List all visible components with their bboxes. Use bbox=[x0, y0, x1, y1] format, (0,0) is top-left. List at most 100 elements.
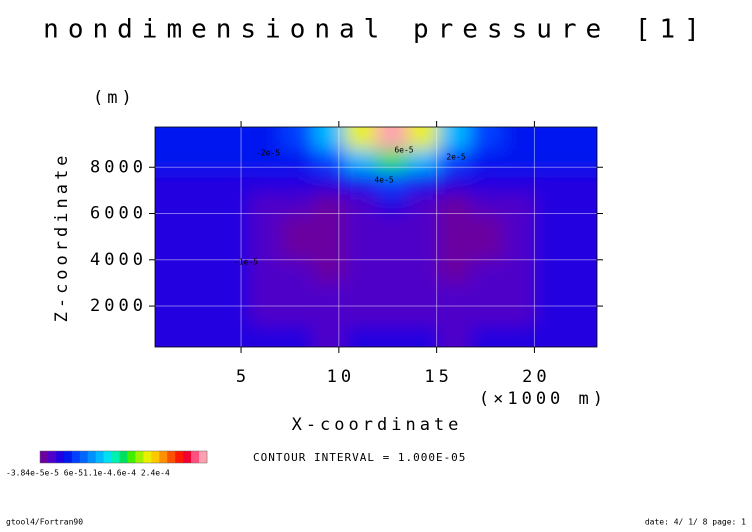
field-cell bbox=[407, 325, 440, 347]
field-cell bbox=[438, 193, 471, 216]
contour-interval: CONTOUR INTERVAL = 1.000E-05 bbox=[253, 451, 466, 464]
colorbar-swatch bbox=[143, 451, 152, 463]
field-cell bbox=[313, 193, 346, 216]
plot-frame bbox=[154, 126, 598, 348]
field-cell bbox=[344, 127, 377, 150]
contour-label: 6e-5 bbox=[394, 146, 413, 155]
field-cell bbox=[344, 171, 377, 194]
field-cell bbox=[155, 303, 188, 326]
field-cell bbox=[376, 237, 408, 260]
field-cell bbox=[565, 127, 597, 150]
x-tick-label: 10 bbox=[327, 367, 355, 387]
field-cell bbox=[502, 193, 535, 216]
field-cell bbox=[407, 149, 440, 172]
field-cell bbox=[438, 127, 471, 150]
y-axis-label: Z-coordinate bbox=[52, 152, 72, 323]
field-cell bbox=[469, 303, 503, 326]
footer-left: gtool4/Fortran90 bbox=[6, 518, 83, 527]
field-cell bbox=[313, 149, 346, 172]
field-cell bbox=[534, 193, 567, 216]
field-cell bbox=[186, 259, 219, 282]
field-cell bbox=[407, 127, 440, 150]
field-cell bbox=[407, 281, 440, 304]
field-cell bbox=[281, 193, 314, 216]
field-cell bbox=[218, 149, 251, 172]
field-cell bbox=[565, 325, 597, 347]
field-cell bbox=[344, 281, 377, 304]
contour-label: 4e-5 bbox=[374, 176, 393, 185]
field-cell bbox=[344, 193, 377, 216]
field-cell bbox=[344, 215, 377, 238]
field-cell bbox=[281, 281, 314, 304]
field-cell bbox=[376, 149, 408, 172]
field-cell bbox=[218, 237, 251, 260]
field-cell bbox=[155, 149, 188, 172]
chart-title: nondimensional pressure [1] bbox=[43, 15, 709, 45]
colorbar-swatch bbox=[151, 451, 160, 463]
field-cell bbox=[186, 237, 219, 260]
field-cell bbox=[565, 237, 597, 260]
field-cell bbox=[502, 303, 535, 326]
field-cell bbox=[249, 215, 282, 238]
colorbar-swatch bbox=[87, 451, 96, 463]
field-cell bbox=[281, 259, 314, 282]
field-cell bbox=[281, 325, 314, 347]
field-cell bbox=[438, 149, 471, 172]
field-cell bbox=[218, 215, 251, 238]
field-cell bbox=[469, 237, 503, 260]
field-cell bbox=[502, 281, 535, 304]
field-cell bbox=[281, 215, 314, 238]
x-axis-label: X-coordinate bbox=[292, 415, 463, 435]
field-cell bbox=[534, 237, 567, 260]
field-cell bbox=[407, 215, 440, 238]
overlay: 2000 4000 6000 8000 5 10 15 20 -2e-5 2e-5 4e-5 6e-5… bbox=[39, 121, 603, 464]
field-cell bbox=[186, 303, 219, 326]
field-cell bbox=[376, 303, 408, 326]
colorbar-swatch bbox=[79, 451, 89, 463]
field-cell bbox=[502, 215, 535, 238]
colorbar-frame bbox=[39, 450, 208, 464]
field-cell bbox=[344, 237, 377, 260]
field-cell bbox=[218, 303, 251, 326]
field-cell bbox=[186, 281, 219, 304]
field-cell bbox=[313, 237, 346, 260]
field-cell bbox=[565, 171, 597, 194]
field-cell bbox=[155, 325, 188, 347]
field-cell bbox=[313, 215, 346, 238]
colorbar-swatch bbox=[159, 451, 168, 463]
y-tick-label: 8000 bbox=[90, 157, 147, 177]
field-cell bbox=[534, 171, 567, 194]
field-cell bbox=[502, 237, 535, 260]
colorbar-swatch bbox=[95, 451, 104, 463]
field-cell bbox=[281, 303, 314, 326]
colorbar-swatch bbox=[111, 451, 120, 463]
field-cell bbox=[502, 149, 535, 172]
field-cell bbox=[502, 259, 535, 282]
field-cell bbox=[313, 171, 346, 194]
contour-label: -2e-5 bbox=[256, 149, 280, 158]
field-cell bbox=[281, 127, 314, 150]
field-cell bbox=[281, 237, 314, 260]
field-cell bbox=[313, 325, 346, 347]
field-cell bbox=[249, 149, 282, 172]
field-cell bbox=[313, 127, 346, 150]
field-cell bbox=[565, 149, 597, 172]
colorbar-swatch bbox=[183, 451, 192, 463]
field-cell bbox=[218, 325, 251, 347]
field-cell bbox=[407, 193, 440, 216]
field-cell bbox=[565, 193, 597, 216]
x-tick-label: 15 bbox=[424, 367, 452, 387]
field-cell bbox=[534, 259, 567, 282]
field bbox=[155, 127, 597, 347]
colorbar-swatch bbox=[199, 451, 208, 463]
field-cell bbox=[186, 127, 219, 150]
field-cell bbox=[344, 303, 377, 326]
contour-label: 2e-5 bbox=[446, 153, 465, 162]
field-cell bbox=[186, 325, 219, 347]
colorbar-swatch bbox=[55, 451, 65, 463]
colorbar-swatch bbox=[71, 451, 81, 463]
field-cell bbox=[281, 149, 314, 172]
field-cell bbox=[376, 259, 408, 282]
x-tick-label: 5 bbox=[236, 367, 250, 387]
colorbar-swatch bbox=[167, 451, 176, 463]
